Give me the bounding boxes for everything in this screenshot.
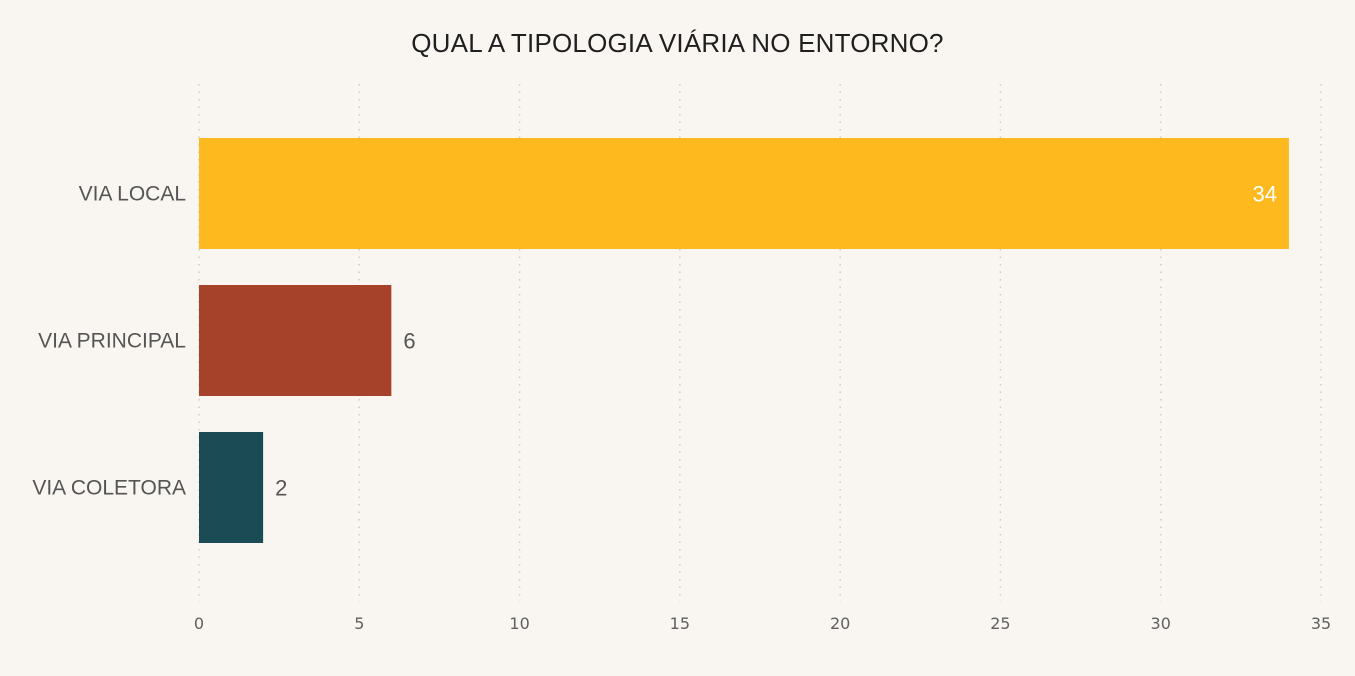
x-tick-label: 35 (1311, 614, 1331, 633)
x-tick-label: 15 (670, 614, 690, 633)
x-tick-label: 20 (830, 614, 850, 633)
x-tick-label: 30 (1151, 614, 1171, 633)
x-axis-ticks: 0 5 10 15 20 25 30 35 (194, 614, 1331, 633)
x-tick-label: 25 (990, 614, 1010, 633)
data-label: 34 (1252, 182, 1276, 207)
category-label: VIA LOCAL (79, 183, 186, 206)
bar (199, 138, 1289, 249)
chart-title: QUAL A TIPOLOGIA VIÁRIA NO ENTORNO? (411, 28, 944, 58)
data-label: 2 (275, 476, 287, 501)
label-layer: VIA LOCAL 34 VIA PRINCIPAL 6 VIA COLETORA 2 (32, 182, 1277, 501)
bar (199, 432, 264, 543)
x-tick-label: 5 (354, 614, 364, 633)
data-label: 6 (403, 329, 415, 354)
bar (199, 285, 392, 396)
category-label: VIA COLETORA (32, 477, 186, 500)
x-tick-label: 10 (509, 614, 529, 633)
bar-layer (199, 138, 1289, 543)
category-label: VIA PRINCIPAL (38, 330, 186, 353)
x-tick-label: 0 (194, 614, 204, 633)
